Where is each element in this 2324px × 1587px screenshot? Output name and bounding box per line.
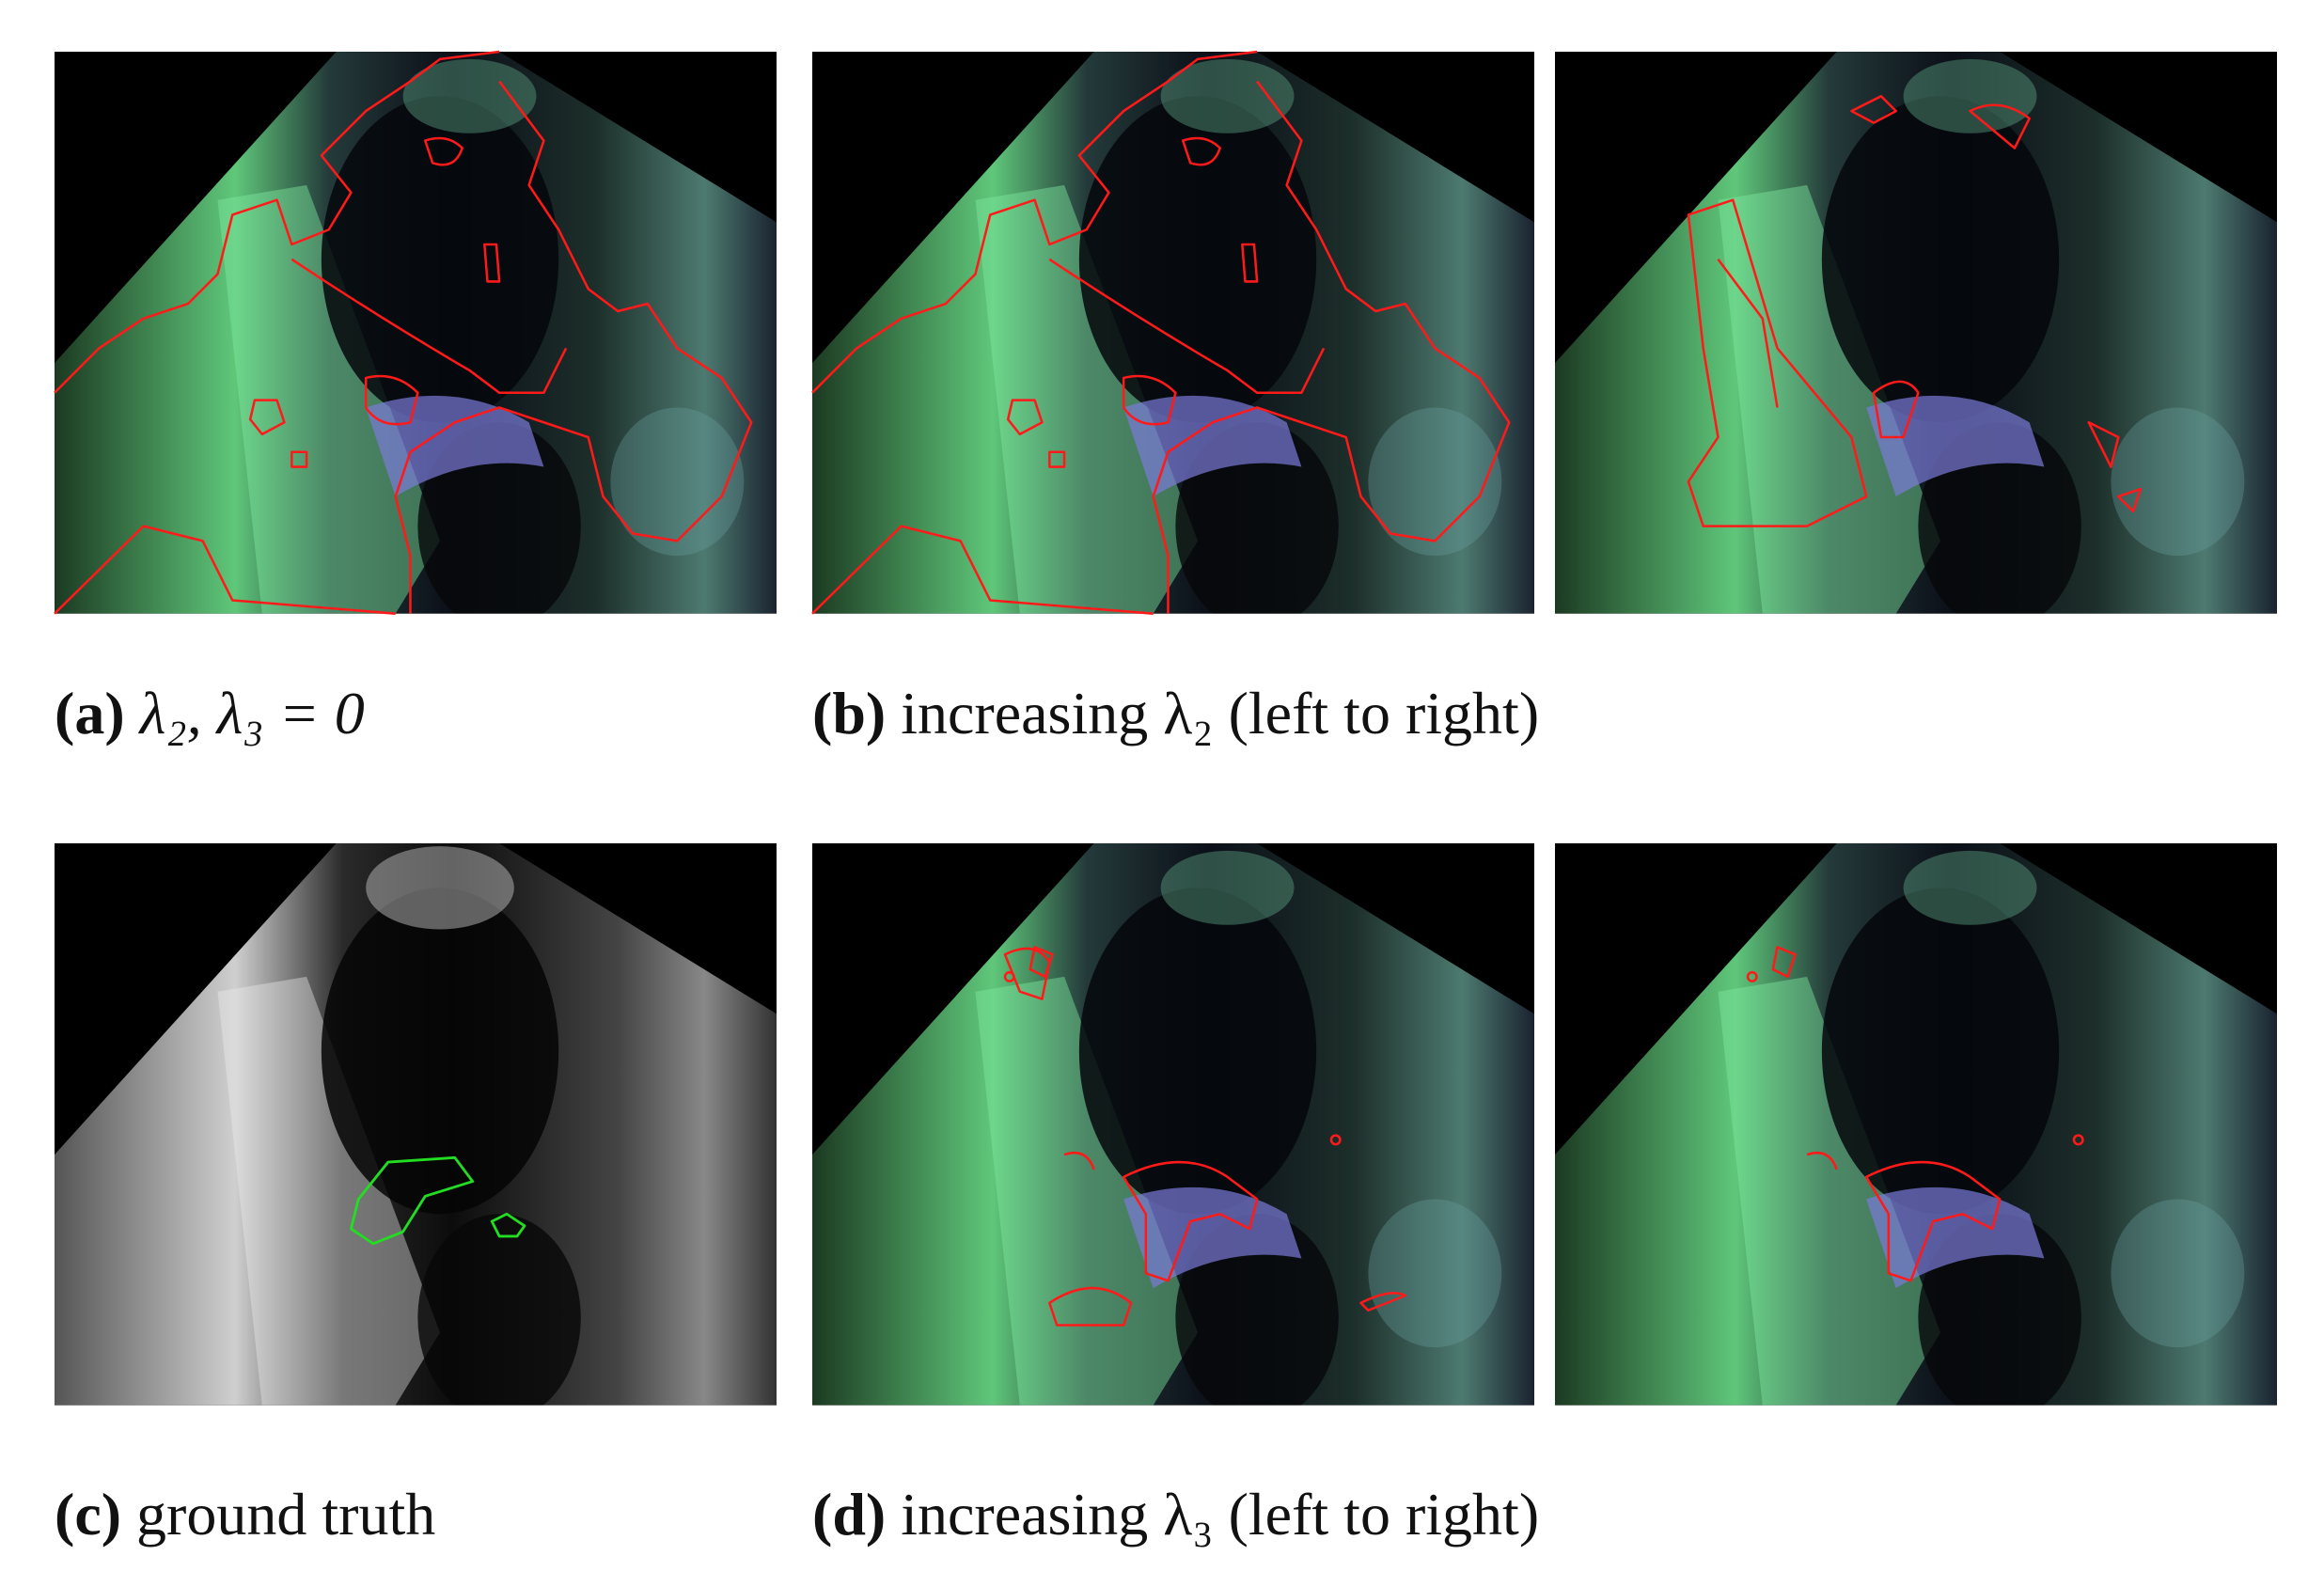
- panel-a-image: [53, 50, 777, 630]
- panel-b-image-2: [1555, 52, 2277, 630]
- panel-b-image-1: [810, 50, 1534, 630]
- caption-label: (b): [812, 680, 886, 746]
- panel-c-image: [55, 843, 777, 1422]
- caption-label: (d): [812, 1481, 886, 1548]
- caption-text: increasing λ₃ (left to right): [901, 1481, 1539, 1548]
- caption-text: ground truth: [136, 1481, 435, 1548]
- caption-b: (b) increasing λ₂ (left to right): [812, 680, 1539, 746]
- caption-text: λ₂, λ₃ = 0: [138, 680, 365, 746]
- caption-label: (c): [55, 1481, 121, 1548]
- caption-text: increasing λ₂ (left to right): [901, 680, 1539, 746]
- caption-a: (a) λ₂, λ₃ = 0: [55, 680, 365, 746]
- panel-d-image-1: [812, 843, 1534, 1422]
- caption-d: (d) increasing λ₃ (left to right): [812, 1481, 1539, 1548]
- panel-d-image-2: [1555, 843, 2277, 1422]
- caption-c: (c) ground truth: [55, 1481, 435, 1548]
- caption-label: (a): [55, 680, 125, 746]
